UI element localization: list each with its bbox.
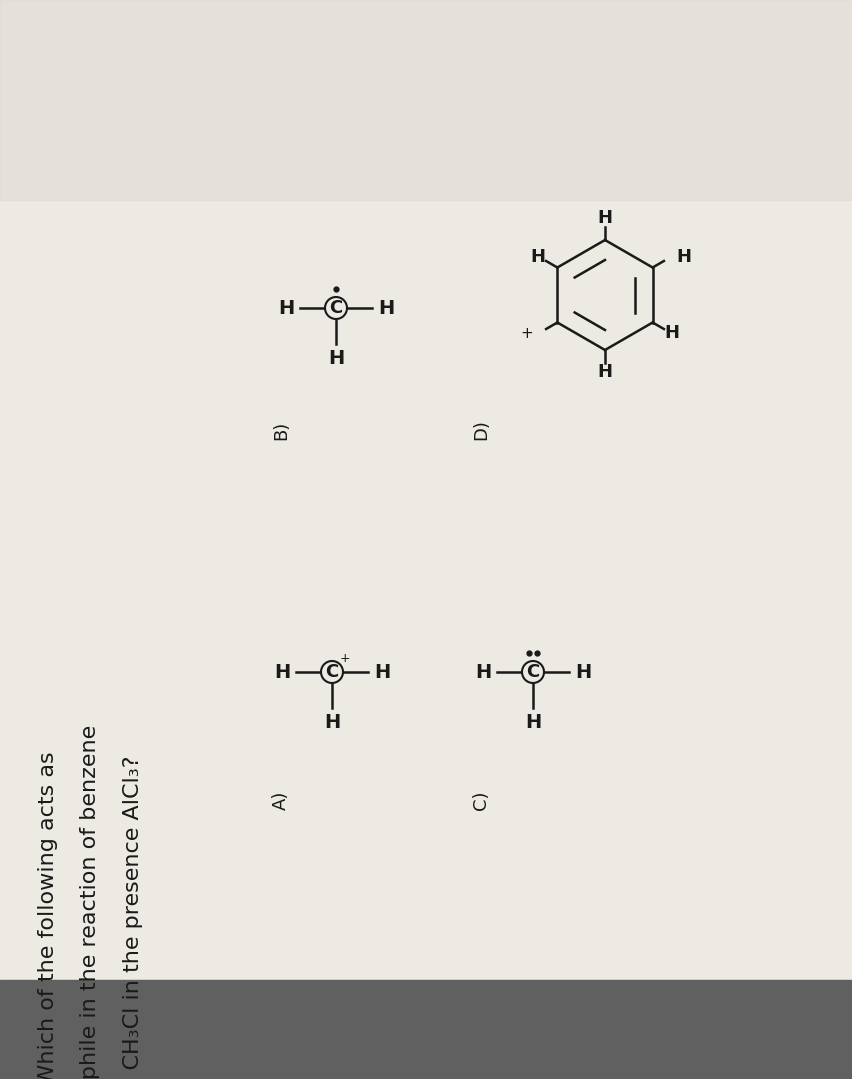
Text: C): C): [471, 790, 489, 809]
Text: 11. Which of the following acts as: 11. Which of the following acts as: [38, 752, 58, 1079]
Text: H: H: [377, 299, 394, 317]
Text: H: H: [524, 712, 540, 732]
Text: H: H: [327, 349, 343, 368]
Text: +: +: [520, 326, 532, 341]
Text: electrophile in the reaction of benzene: electrophile in the reaction of benzene: [80, 724, 100, 1079]
Text: C: C: [325, 663, 338, 681]
Text: H: H: [596, 363, 612, 381]
Text: H: H: [530, 247, 545, 265]
Text: B): B): [272, 421, 290, 439]
Text: H: H: [574, 663, 590, 682]
Text: H: H: [278, 299, 294, 317]
Text: H: H: [273, 663, 290, 682]
Text: D): D): [471, 420, 489, 440]
Text: H: H: [475, 663, 491, 682]
Text: H: H: [664, 325, 678, 342]
Text: H: H: [676, 247, 691, 265]
Text: +: +: [339, 653, 350, 666]
Text: C: C: [526, 663, 539, 681]
Text: C: C: [329, 299, 343, 317]
Text: H: H: [596, 209, 612, 227]
Text: A): A): [272, 790, 290, 809]
Text: H: H: [324, 712, 340, 732]
Text: with CH₃Cl in the presence AlCl₃?: with CH₃Cl in the presence AlCl₃?: [123, 755, 143, 1079]
Text: H: H: [373, 663, 389, 682]
